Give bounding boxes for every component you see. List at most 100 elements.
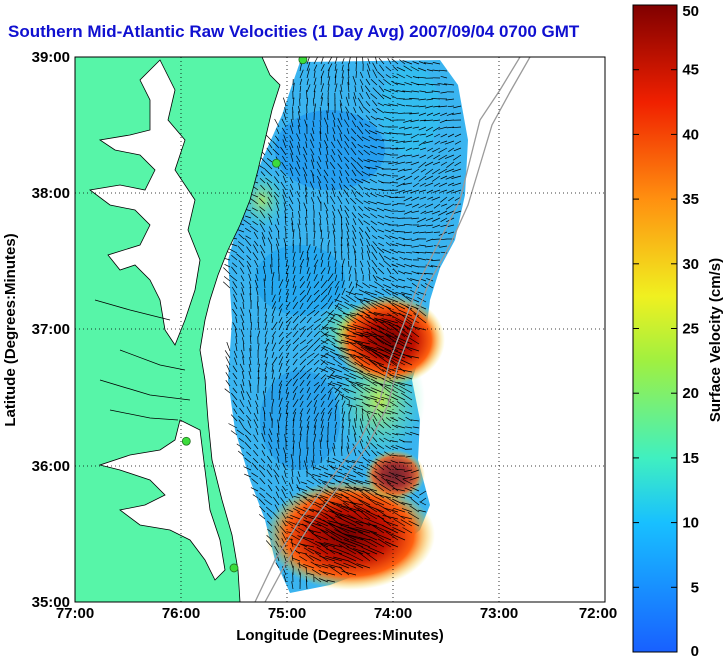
velocity-vector	[262, 426, 266, 436]
velocity-vector	[338, 315, 350, 324]
velocity-vector	[376, 201, 385, 205]
velocity-vector	[367, 63, 371, 72]
hf-radar-station	[181, 436, 191, 446]
velocity-vector	[232, 308, 238, 317]
velocity-vector	[330, 374, 343, 380]
velocity-vector	[433, 105, 441, 108]
velocity-vector	[266, 135, 273, 142]
velocity-vector	[389, 189, 399, 191]
velocity-vector	[323, 169, 329, 177]
velocity-vector	[224, 350, 231, 359]
velocity-vector	[351, 169, 357, 177]
velocity-vector	[434, 140, 441, 145]
velocity-vector	[320, 237, 324, 247]
velocity-vector	[319, 449, 322, 457]
velocity-vector	[316, 522, 336, 534]
velocity-vector	[393, 356, 413, 366]
velocity-vector	[290, 560, 294, 569]
velocity-vector	[327, 448, 330, 457]
velocity-vector	[347, 514, 371, 527]
velocity-vector	[346, 128, 350, 135]
velocity-vector	[357, 97, 364, 107]
velocity-vector	[418, 175, 427, 182]
velocity-vector	[420, 210, 427, 215]
velocity-vector	[418, 112, 427, 116]
velocity-vector	[325, 338, 336, 345]
colorbar-tick-label: 0	[691, 643, 699, 659]
velocity-vector	[389, 275, 399, 282]
velocity-vector	[372, 62, 378, 72]
velocity-vector	[312, 508, 329, 520]
velocity-vector	[415, 307, 427, 317]
velocity-vector	[320, 275, 324, 282]
velocity-vector	[395, 175, 406, 181]
velocity-vector	[275, 520, 280, 527]
velocity-vector	[363, 299, 378, 310]
velocity-vector	[350, 156, 357, 163]
velocity-vector	[272, 140, 280, 149]
velocity-vector	[419, 182, 427, 187]
velocity-vector	[327, 68, 330, 79]
velocity-vector	[432, 189, 441, 193]
velocity-vector	[306, 400, 313, 408]
velocity-vector	[348, 286, 355, 296]
velocity-vector	[320, 434, 323, 443]
velocity-vector	[325, 210, 329, 219]
velocity-vector	[376, 346, 399, 359]
velocity-vector	[355, 70, 357, 79]
velocity-vector	[251, 478, 259, 485]
velocity-vector	[336, 381, 350, 387]
velocity-vector	[411, 90, 420, 93]
velocity-vector	[344, 119, 350, 128]
velocity-vector	[341, 296, 350, 303]
velocity-vector	[293, 495, 301, 499]
velocity-vector	[348, 260, 350, 268]
velocity-vector	[259, 193, 266, 198]
velocity-vector	[432, 161, 441, 166]
velocity-vector	[235, 343, 238, 352]
velocity-vector	[320, 354, 329, 359]
velocity-vector	[404, 258, 413, 261]
velocity-vector	[345, 290, 357, 296]
velocity-vector	[329, 367, 343, 373]
velocity-vector	[357, 342, 378, 352]
velocity-vector	[347, 526, 371, 534]
velocity-vector	[334, 274, 338, 282]
velocity-vector	[334, 304, 343, 310]
velocity-vector	[367, 420, 371, 429]
velocity-vector	[353, 107, 357, 114]
velocity-vector	[277, 419, 280, 429]
velocity-vector	[334, 515, 357, 527]
velocity-vector	[279, 525, 287, 534]
velocity-vector	[393, 518, 406, 527]
velocity-vector	[292, 358, 298, 366]
velocity-vector	[259, 219, 266, 226]
velocity-vector	[313, 310, 320, 317]
velocity-vector	[413, 313, 427, 324]
velocity-vector	[354, 85, 357, 93]
velocity-vector	[285, 310, 291, 317]
velocity-vector	[383, 88, 392, 93]
velocity-vector	[390, 181, 399, 184]
velocity-vector	[423, 140, 434, 144]
velocity-vector	[261, 450, 266, 457]
velocity-vector	[363, 213, 371, 219]
velocity-vector	[267, 202, 273, 212]
velocity-vector	[312, 173, 315, 184]
velocity-vector	[319, 223, 322, 233]
velocity-vector	[327, 520, 350, 527]
velocity-vector	[412, 147, 420, 150]
velocity-vector	[259, 210, 266, 219]
velocity-vector	[327, 280, 334, 289]
velocity-vector	[347, 552, 364, 562]
velocity-vector	[402, 476, 413, 480]
velocity-vector	[373, 532, 392, 541]
velocity-vector	[248, 273, 252, 282]
velocity-vector	[313, 441, 315, 450]
velocity-vector	[359, 260, 364, 268]
velocity-vector	[345, 163, 350, 170]
velocity-vector	[273, 469, 280, 478]
velocity-vector	[362, 106, 371, 114]
velocity-vector	[259, 493, 266, 499]
velocity-vector	[273, 183, 280, 191]
